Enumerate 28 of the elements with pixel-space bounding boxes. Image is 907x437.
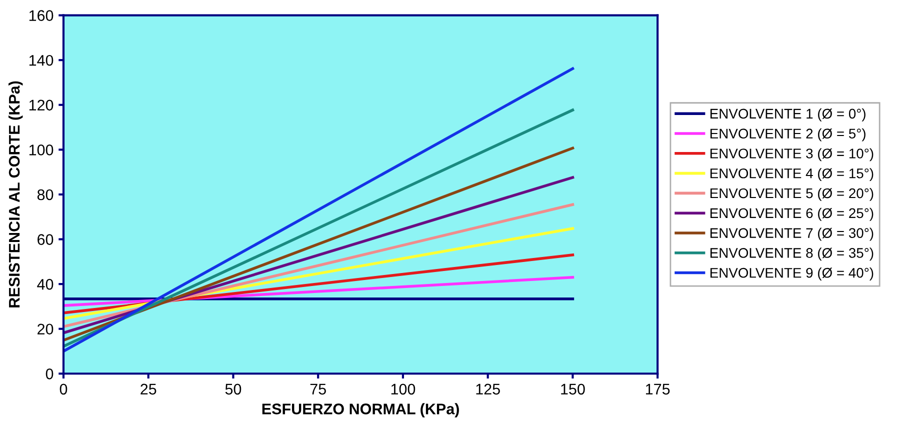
y-tick-label: 100 — [29, 144, 54, 156]
y-axis-title: RESISTENCIA AL CORTE (KPa) — [8, 81, 23, 308]
y-tick-label: 0 — [46, 368, 54, 380]
legend-label: ENVOLVENTE 5 (Ø = 20°) — [710, 188, 874, 201]
legend-label: ENVOLVENTE 2 (Ø = 5°) — [710, 128, 866, 142]
x-tick-label: 175 — [646, 384, 670, 395]
legend-label: ENVOLVENTE 9 (Ø = 40°) — [710, 268, 874, 280]
y-tick-label: 60 — [38, 234, 54, 245]
y-tick-label: 80 — [37, 189, 54, 200]
y-tick-label: 120 — [29, 100, 54, 111]
x-axis-title: ESFUERZO NORMAL (KPa) — [262, 403, 459, 418]
legend-label: ENVOLVENTE 7 (Ø = 30°) — [710, 228, 874, 241]
legend-label: ENVOLVENTE 6 (Ø = 25°) — [710, 208, 874, 221]
y-tick-label: 40 — [37, 278, 54, 290]
y-tick-label: 140 — [29, 54, 54, 66]
y-tick-label: 20 — [38, 324, 54, 335]
x-tick-label: 75 — [310, 384, 326, 395]
x-tick-label: 125 — [476, 384, 500, 395]
x-tick-label: 0 — [60, 384, 68, 395]
x-tick-label: 50 — [225, 384, 242, 395]
legend-label: ENVOLVENTE 8 (Ø = 35°) — [710, 248, 874, 261]
legend-label: ENVOLVENTE 1 (Ø = 0°) — [710, 108, 866, 122]
x-tick-label: 25 — [140, 384, 156, 395]
legend-label: ENVOLVENTE 3 (Ø = 10°) — [710, 148, 874, 162]
x-tick-label: 100 — [391, 384, 416, 395]
x-tick-label: 150 — [561, 384, 585, 395]
legend-label: ENVOLVENTE 4 (Ø = 15°) — [710, 168, 874, 182]
y-tick-label: 160 — [29, 10, 54, 21]
